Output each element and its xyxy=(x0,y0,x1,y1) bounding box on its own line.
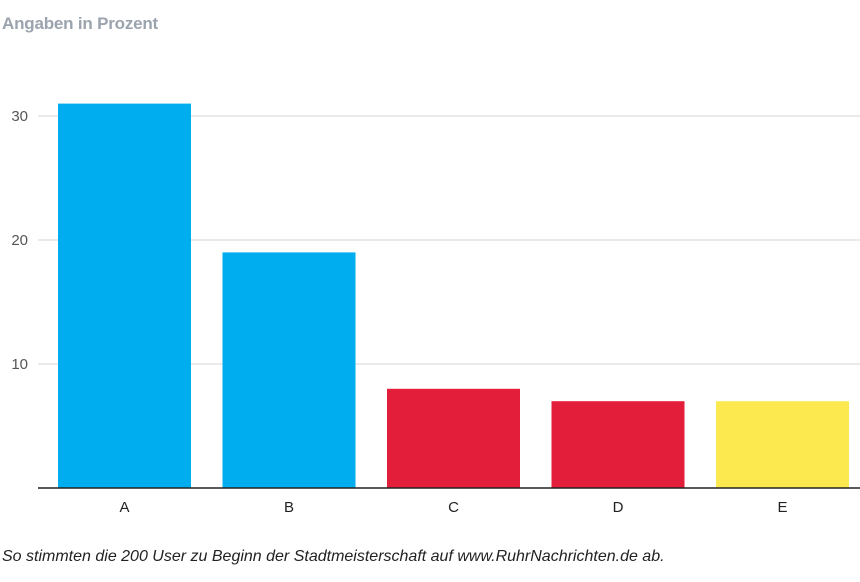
y-tick-label: 20 xyxy=(11,232,28,249)
bar-chart: 10 20 30 A B C D E xyxy=(11,103,860,516)
x-tick-label: E xyxy=(777,499,787,516)
x-tick-label: B xyxy=(284,499,294,516)
bar-c xyxy=(387,388,520,488)
x-tick-label: A xyxy=(119,499,129,516)
bar-a xyxy=(58,103,191,488)
bar-b xyxy=(222,252,356,488)
chart-subtitle: Angaben in Prozent xyxy=(2,14,159,33)
y-tick-label: 30 xyxy=(11,108,28,125)
x-tick-label: D xyxy=(613,499,624,516)
y-axis-ticks: 10 20 30 xyxy=(11,108,28,373)
bar-d xyxy=(551,401,685,488)
bars xyxy=(58,103,849,488)
chart-footnote: So stimmten die 200 User zu Beginn der S… xyxy=(2,548,665,565)
x-tick-label: C xyxy=(448,499,459,516)
y-tick-label: 10 xyxy=(11,356,28,373)
bar-e xyxy=(716,401,849,488)
x-axis-ticks: A B C D E xyxy=(119,499,787,516)
